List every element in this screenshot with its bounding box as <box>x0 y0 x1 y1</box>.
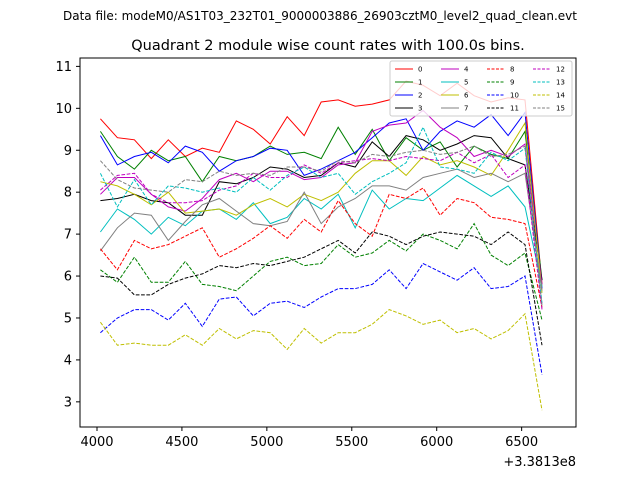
y-tick-label-6: 6 <box>64 270 72 285</box>
legend-label-15: 15 <box>556 105 565 113</box>
plot-frame <box>79 57 577 428</box>
x-tick-label-5500: 5500 <box>335 435 368 450</box>
y-tick-label-8: 8 <box>64 186 72 201</box>
series-line-1 <box>99 126 543 281</box>
y-tick-label-5: 5 <box>64 311 72 326</box>
series-line-2 <box>99 111 543 289</box>
series-line-4 <box>100 109 543 285</box>
legend-label-2: 2 <box>418 92 422 100</box>
legend-label-1: 1 <box>418 79 422 87</box>
series-line-9 <box>100 222 543 321</box>
y-tick-label-10: 10 <box>55 102 72 117</box>
legend-label-0: 0 <box>418 66 422 74</box>
series-line-14 <box>99 309 543 411</box>
legend-label-6: 6 <box>464 92 469 100</box>
legend-label-14: 14 <box>556 92 565 100</box>
series-line-8 <box>100 187 543 308</box>
y-tick-label-11: 11 <box>55 60 72 75</box>
x-tick-label-5000: 5000 <box>250 435 283 450</box>
x-tick-label-4500: 4500 <box>165 435 198 450</box>
y-tick-label-4: 4 <box>64 353 72 368</box>
series-line-6 <box>100 121 543 293</box>
y-tick-label-9: 9 <box>64 144 72 159</box>
x-tick-label-6000: 6000 <box>420 435 453 450</box>
legend-label-5: 5 <box>464 79 468 87</box>
x-offset-label: +3.3813e8 <box>503 455 576 470</box>
legend-label-13: 13 <box>556 79 565 87</box>
series-line-13 <box>99 125 543 304</box>
chart-title: Quadrant 2 module wise count rates with … <box>131 38 525 54</box>
legend-label-11: 11 <box>510 105 519 113</box>
legend-label-4: 4 <box>464 66 469 74</box>
series-line-11 <box>100 231 543 346</box>
series-layer <box>99 80 543 411</box>
y-tick-label-7: 7 <box>64 228 72 243</box>
series-line-7 <box>99 168 543 291</box>
x-tick-label-4000: 4000 <box>80 435 113 450</box>
series-line-15 <box>100 145 543 306</box>
legend-label-12: 12 <box>556 66 565 74</box>
series-line-10 <box>100 262 543 375</box>
series-line-3 <box>100 135 543 281</box>
legend-label-10: 10 <box>510 92 519 100</box>
legend-label-8: 8 <box>510 66 514 74</box>
legend-label-3: 3 <box>418 105 422 113</box>
series-line-12 <box>100 151 543 310</box>
x-tick-label-6500: 6500 <box>505 435 538 450</box>
chart-suptitle: Data file: modeM0/AS1T03_232T01_90000038… <box>63 9 577 23</box>
legend-frame <box>389 60 573 117</box>
legend-label-9: 9 <box>510 79 514 87</box>
series-line-5 <box>99 174 543 287</box>
legend-label-7: 7 <box>464 105 468 113</box>
y-tick-label-3: 3 <box>64 395 72 410</box>
